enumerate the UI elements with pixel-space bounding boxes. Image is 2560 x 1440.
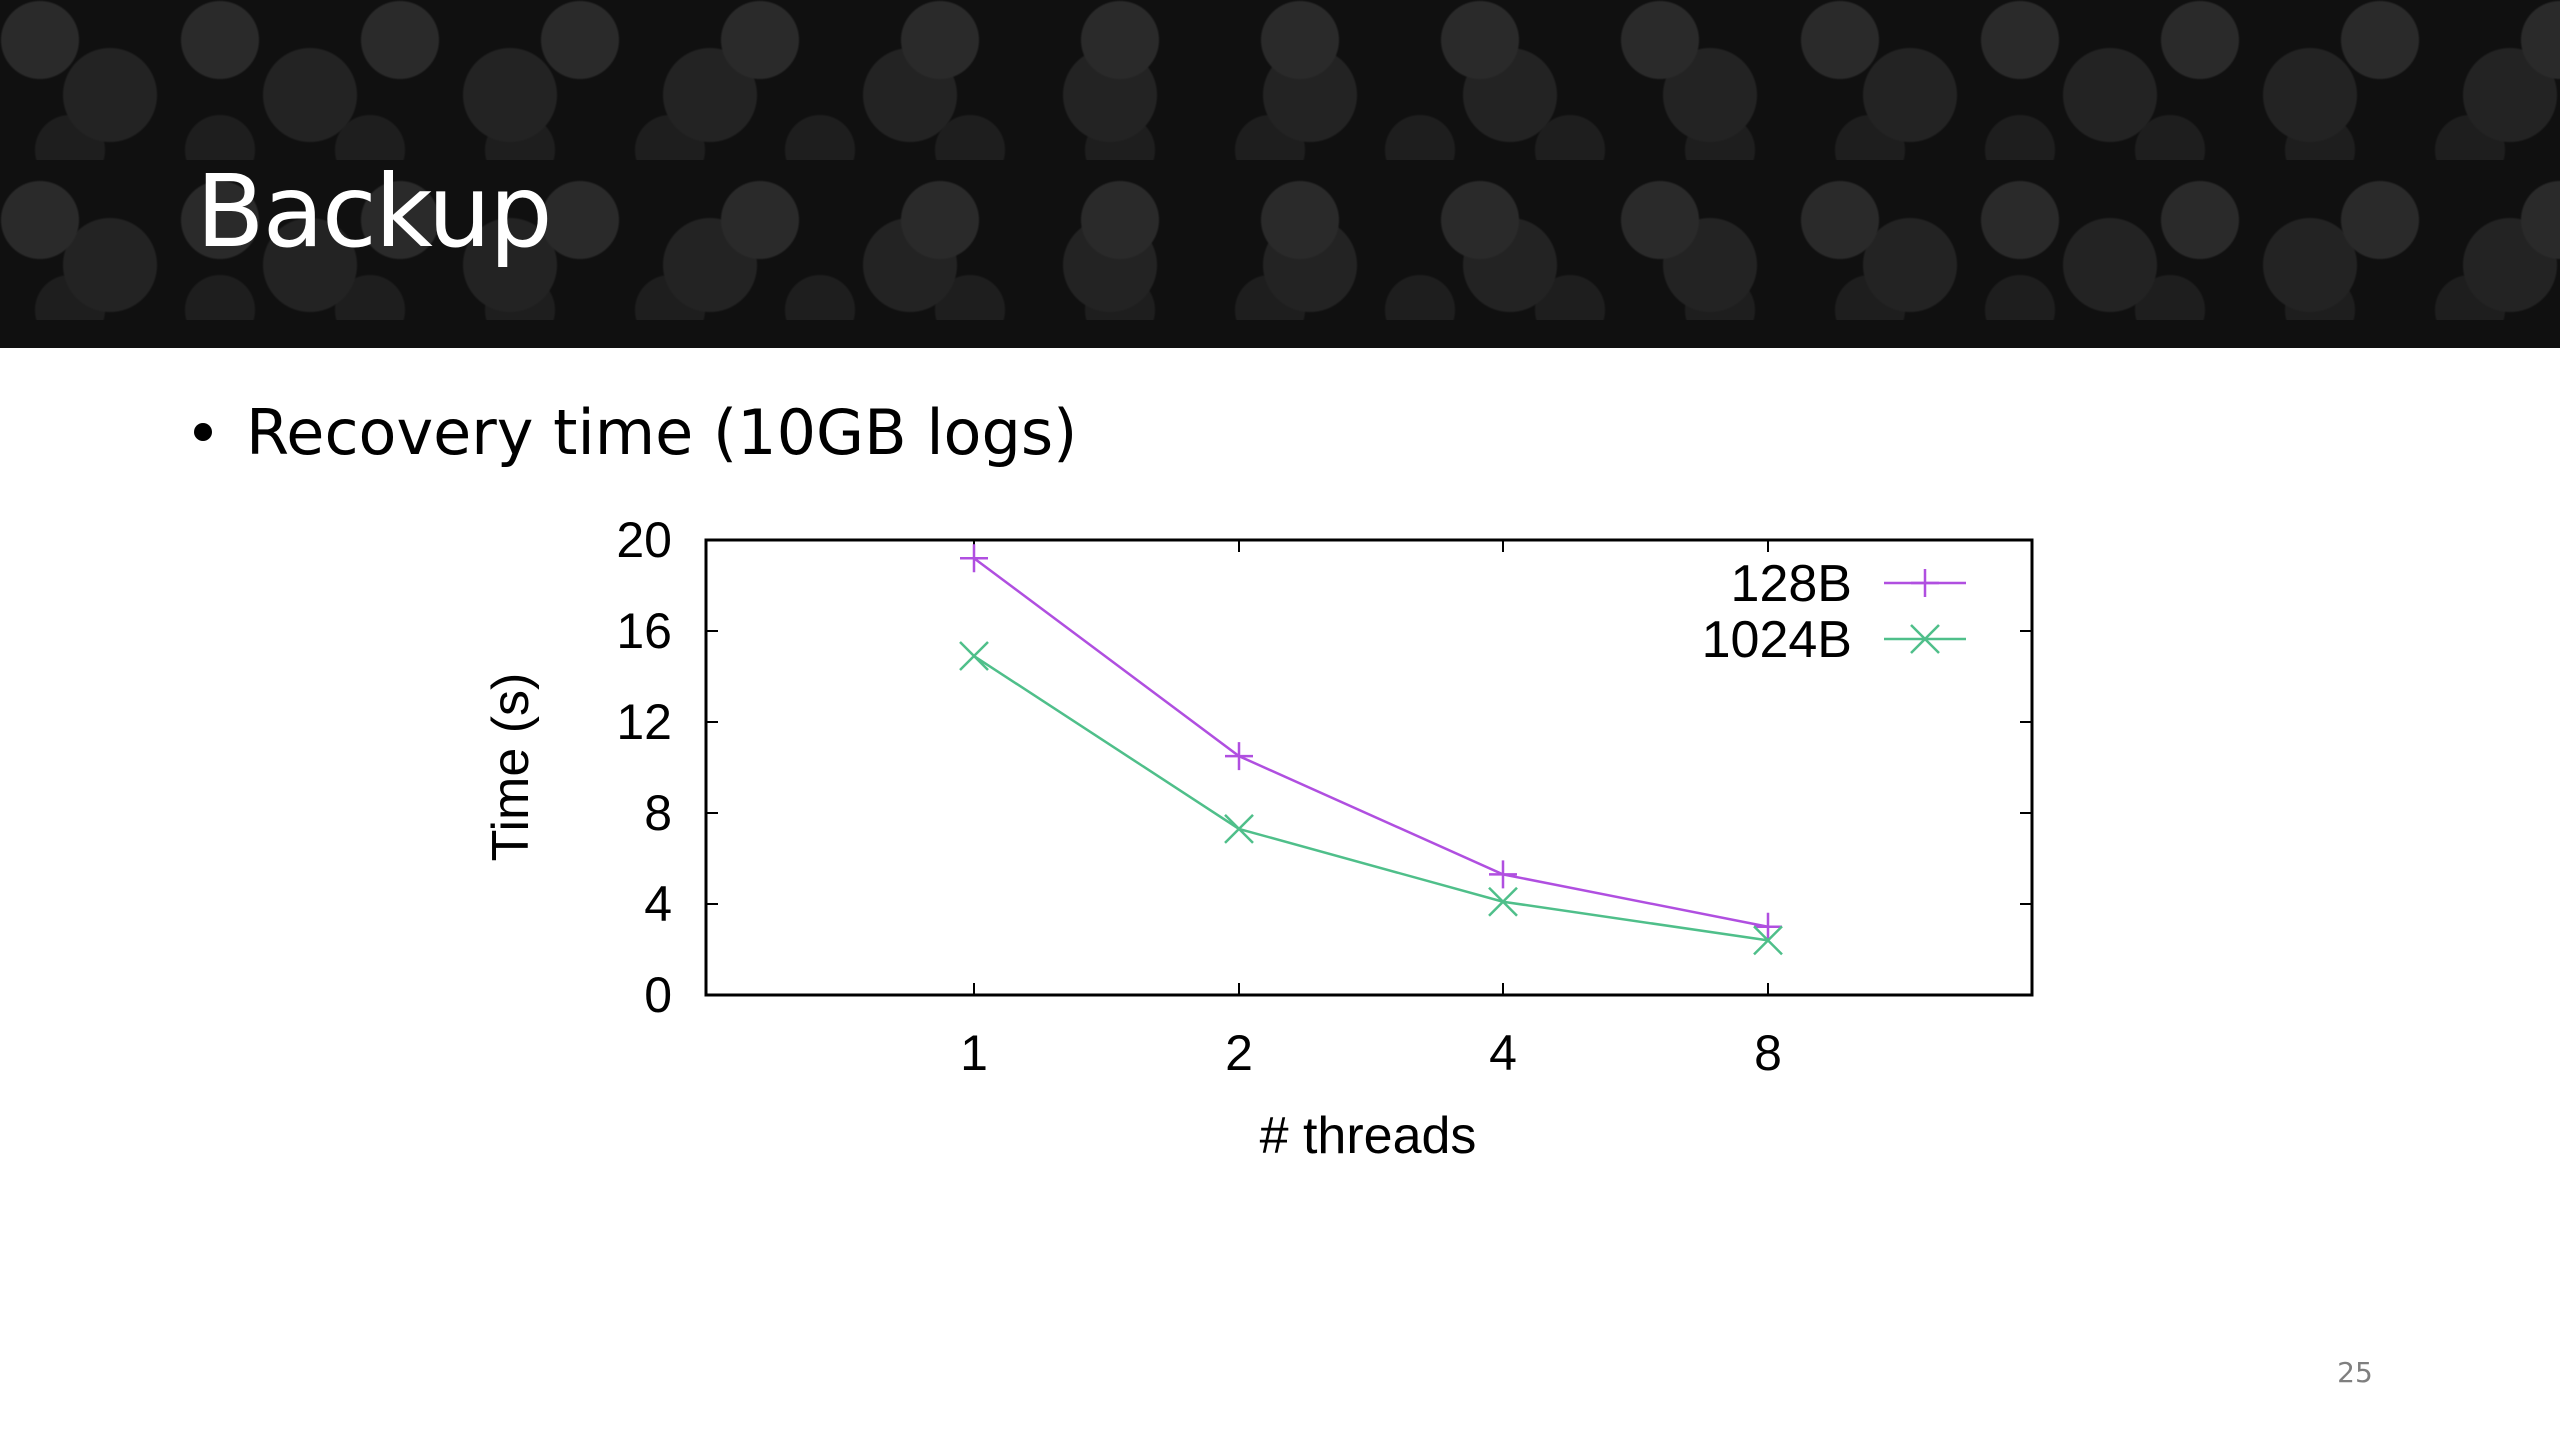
x-tick-label: 2 bbox=[1225, 1025, 1253, 1081]
data-point bbox=[1488, 886, 1518, 917]
header-banner: Backup bbox=[0, 0, 2560, 348]
x-tick-label: 1 bbox=[960, 1025, 988, 1081]
y-tick-label: 8 bbox=[644, 785, 672, 841]
y-axis: 0 4 8 12 16 20 bbox=[616, 512, 2032, 1023]
y-tick-label: 12 bbox=[616, 694, 672, 750]
bullet-text: Recovery time (10GB logs) bbox=[246, 395, 1078, 469]
y-tick-label: 20 bbox=[616, 512, 672, 568]
data-point bbox=[1225, 742, 1253, 771]
x-tick-label: 8 bbox=[1754, 1025, 1782, 1081]
series-1024B bbox=[959, 641, 1783, 956]
data-point bbox=[960, 544, 988, 573]
x-tick-label: 4 bbox=[1489, 1025, 1517, 1081]
series-layer bbox=[959, 544, 1783, 956]
slide-title: Backup bbox=[196, 153, 553, 270]
series-line bbox=[973, 557, 1769, 928]
series-line bbox=[973, 654, 1769, 942]
data-point bbox=[959, 641, 989, 671]
y-axis-label: Time (s) bbox=[482, 673, 540, 862]
data-point bbox=[1489, 860, 1517, 889]
x-axis: 1 2 4 8 bbox=[960, 540, 1782, 1081]
bullet-dot bbox=[194, 423, 212, 441]
x-axis-label: # threads bbox=[1260, 1107, 1477, 1165]
plot-frame bbox=[704, 538, 2034, 997]
page-number: 25 bbox=[2337, 1356, 2373, 1389]
bullet-item: Recovery time (10GB logs) bbox=[194, 392, 1077, 472]
data-point bbox=[1753, 925, 1783, 956]
y-tick-label: 0 bbox=[644, 967, 672, 1023]
y-tick-label: 4 bbox=[644, 876, 672, 932]
legend-marker bbox=[1911, 569, 1939, 597]
legend-label: 1024B bbox=[1702, 611, 1852, 669]
series-128B bbox=[960, 544, 1782, 941]
data-point bbox=[1224, 814, 1254, 844]
data-point bbox=[1754, 912, 1782, 941]
legend-label: 128B bbox=[1731, 555, 1852, 613]
y-tick-label: 16 bbox=[616, 603, 672, 659]
legend-marker bbox=[1910, 624, 1940, 654]
